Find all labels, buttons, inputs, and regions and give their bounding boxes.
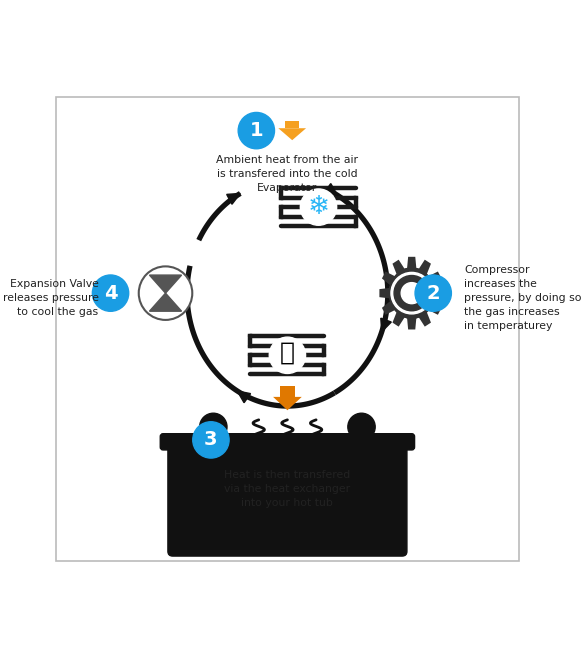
FancyBboxPatch shape xyxy=(56,97,519,561)
Polygon shape xyxy=(278,128,306,140)
Circle shape xyxy=(401,283,422,303)
FancyBboxPatch shape xyxy=(168,442,407,556)
Text: 2: 2 xyxy=(426,284,440,303)
Text: 4: 4 xyxy=(104,284,118,303)
Polygon shape xyxy=(238,391,250,403)
Text: Ambient heat from the air
is transfered into the cold
Evaporator: Ambient heat from the air is transfered … xyxy=(216,155,359,193)
Polygon shape xyxy=(350,444,373,465)
Text: Compressor
increases the
pressure, by doing so
the gas increases
in temperaturey: Compressor increases the pressure, by do… xyxy=(464,265,582,331)
FancyBboxPatch shape xyxy=(285,121,300,128)
Circle shape xyxy=(139,266,192,320)
Circle shape xyxy=(404,286,419,301)
Circle shape xyxy=(193,422,229,458)
Polygon shape xyxy=(273,397,302,411)
Polygon shape xyxy=(149,293,181,311)
Text: 3: 3 xyxy=(204,430,218,449)
Text: ❄: ❄ xyxy=(308,194,329,220)
Circle shape xyxy=(269,337,305,374)
Polygon shape xyxy=(149,275,181,293)
Circle shape xyxy=(92,275,129,311)
Polygon shape xyxy=(227,193,240,204)
Circle shape xyxy=(391,272,432,314)
Polygon shape xyxy=(380,257,444,330)
Polygon shape xyxy=(381,318,391,332)
Circle shape xyxy=(238,113,274,149)
Text: 🔥: 🔥 xyxy=(280,341,295,365)
Text: 1: 1 xyxy=(250,121,263,140)
FancyBboxPatch shape xyxy=(160,434,415,450)
Circle shape xyxy=(300,189,336,225)
Circle shape xyxy=(348,413,375,441)
Text: Heat is then transfered
via the heat exchanger
into your hot tub: Heat is then transfered via the heat exc… xyxy=(224,470,350,508)
Circle shape xyxy=(394,276,429,311)
Polygon shape xyxy=(389,267,435,319)
Polygon shape xyxy=(202,444,225,465)
Circle shape xyxy=(415,275,452,311)
FancyBboxPatch shape xyxy=(280,386,295,397)
Text: Expansion Valve
releases pressure
to cool the gas: Expansion Valve releases pressure to coo… xyxy=(2,279,99,317)
Polygon shape xyxy=(324,184,338,195)
Circle shape xyxy=(199,413,227,441)
